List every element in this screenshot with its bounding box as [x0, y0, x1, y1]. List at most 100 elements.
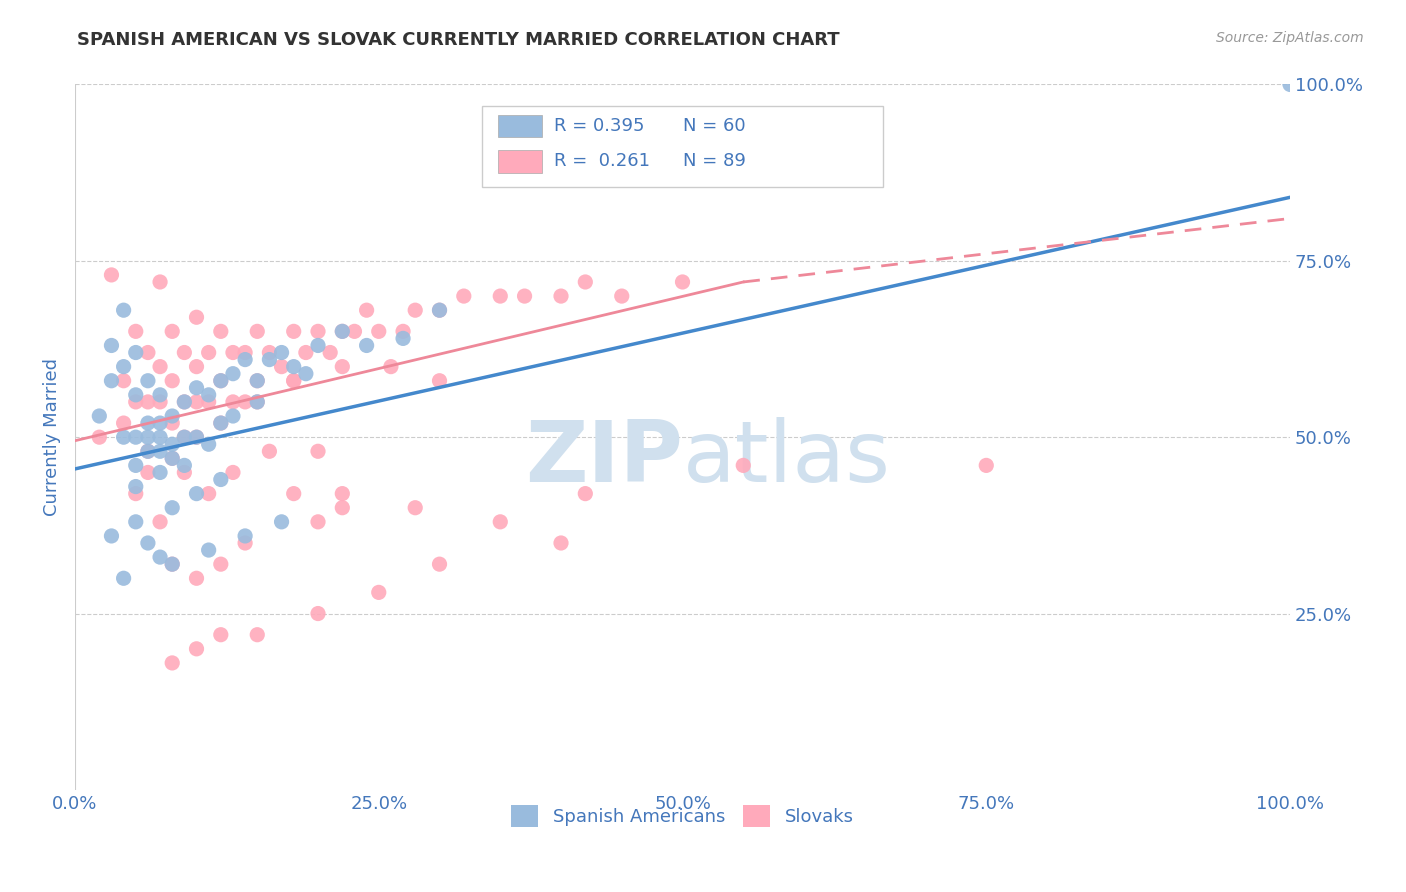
Point — [197, 345, 219, 359]
Point — [149, 416, 172, 430]
Point — [112, 374, 135, 388]
Point — [173, 430, 195, 444]
Point — [197, 543, 219, 558]
Point — [974, 458, 997, 473]
Point — [283, 324, 305, 338]
Point — [149, 395, 172, 409]
Point — [283, 374, 305, 388]
Point — [149, 466, 172, 480]
Point — [330, 359, 353, 374]
Point — [222, 345, 245, 359]
Point — [246, 628, 269, 642]
Point — [222, 367, 245, 381]
Point — [222, 395, 245, 409]
Point — [160, 500, 183, 515]
Point — [125, 486, 148, 500]
Point — [149, 430, 172, 444]
Point — [136, 374, 159, 388]
Point — [367, 324, 389, 338]
Point — [246, 395, 269, 409]
Legend: Spanish Americans, Slovaks: Spanish Americans, Slovaks — [503, 797, 860, 834]
Point — [160, 416, 183, 430]
Point — [89, 409, 111, 423]
Point — [610, 289, 633, 303]
Point — [209, 473, 232, 487]
Point — [136, 444, 159, 458]
Point — [209, 416, 232, 430]
Point — [270, 345, 292, 359]
Point — [125, 395, 148, 409]
Point — [136, 444, 159, 458]
Point — [392, 324, 415, 338]
Y-axis label: Currently Married: Currently Married — [44, 359, 60, 516]
Point — [160, 656, 183, 670]
Point — [125, 430, 148, 444]
Point — [160, 324, 183, 338]
Point — [489, 515, 512, 529]
Text: atlas: atlas — [682, 417, 890, 500]
Point — [233, 395, 256, 409]
Point — [160, 451, 183, 466]
Point — [307, 338, 329, 352]
Point — [173, 430, 195, 444]
Point — [136, 345, 159, 359]
Point — [149, 444, 172, 458]
Point — [197, 437, 219, 451]
FancyBboxPatch shape — [482, 105, 883, 186]
Point — [125, 324, 148, 338]
Point — [186, 395, 208, 409]
Point — [330, 486, 353, 500]
Point — [160, 409, 183, 423]
Point — [100, 529, 122, 543]
Point — [307, 444, 329, 458]
Point — [136, 466, 159, 480]
Point — [125, 515, 148, 529]
Point — [173, 395, 195, 409]
Point — [112, 303, 135, 318]
Point — [550, 536, 572, 550]
Text: N = 89: N = 89 — [682, 153, 745, 170]
Point — [112, 430, 135, 444]
Point — [392, 331, 415, 345]
Point — [330, 324, 353, 338]
Point — [149, 359, 172, 374]
Point — [125, 479, 148, 493]
Point — [149, 388, 172, 402]
Point — [222, 409, 245, 423]
Point — [380, 359, 402, 374]
Point — [89, 430, 111, 444]
Point — [149, 550, 172, 565]
Point — [136, 536, 159, 550]
Bar — [498, 150, 541, 173]
Point — [173, 466, 195, 480]
Point — [125, 345, 148, 359]
Point — [173, 345, 195, 359]
Text: N = 60: N = 60 — [682, 117, 745, 135]
Point — [209, 374, 232, 388]
Point — [356, 338, 378, 352]
Point — [330, 500, 353, 515]
Point — [246, 395, 269, 409]
Point — [574, 275, 596, 289]
Point — [112, 571, 135, 585]
Point — [671, 275, 693, 289]
Point — [550, 289, 572, 303]
Point — [307, 324, 329, 338]
Point — [307, 515, 329, 529]
Point — [270, 515, 292, 529]
Point — [367, 585, 389, 599]
Point — [186, 641, 208, 656]
Point — [283, 486, 305, 500]
Point — [233, 345, 256, 359]
Point — [125, 458, 148, 473]
Point — [160, 557, 183, 571]
Point — [149, 275, 172, 289]
Point — [197, 395, 219, 409]
Point — [733, 458, 755, 473]
Point — [246, 324, 269, 338]
Point — [209, 557, 232, 571]
Point — [160, 451, 183, 466]
Point — [186, 359, 208, 374]
Text: R =  0.261: R = 0.261 — [554, 153, 650, 170]
Point — [209, 628, 232, 642]
